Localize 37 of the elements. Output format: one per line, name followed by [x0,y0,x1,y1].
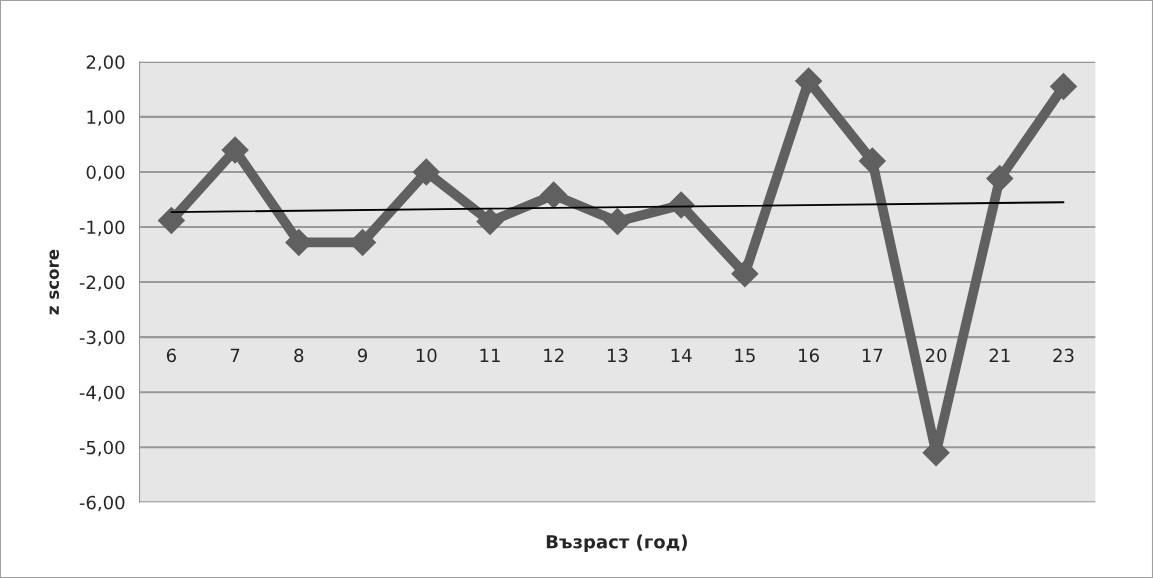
x-tick-label: 9 [357,348,368,363]
point [539,181,568,209]
x-tick-label: 10 [416,348,437,363]
x-tick-label: 23 [1053,348,1074,363]
point [986,164,1014,193]
x-tick-label: 21 [989,348,1010,362]
y-tick-label: -6,00 [79,495,125,512]
point [476,207,504,236]
point [412,158,441,186]
y-tick-label: 1,00 [87,110,125,126]
y-tick-label: -1,00 [79,220,125,236]
y-tick-label: -5,00 [79,440,125,457]
x-tick-label: 16 [799,348,819,363]
x-tick-label: 6 [166,348,176,363]
point [1049,72,1078,101]
y-tick-label: 2,00 [86,55,125,71]
x-axis-title: Възраст (год) [546,534,687,553]
x-tick-label: 14 [671,348,692,362]
x-tick-label: 7 [230,348,240,362]
y-tick-label: 0,00 [86,165,125,181]
y-axis-title: z score [49,249,60,315]
x-tick-label: 20 [925,348,947,363]
point [731,260,759,288]
x-tick-label: 13 [607,348,628,363]
y-tick-label: -2,00 [79,275,125,292]
point [603,207,632,236]
point [157,206,186,235]
point [794,67,823,95]
y-tick-label: -3,00 [79,330,125,347]
point [221,136,249,164]
y-tick-label: -4,00 [79,385,125,402]
point [858,147,887,175]
x-tick-label: 11 [480,348,500,362]
x-tick-label: 17 [862,348,883,362]
x-tick-label: 15 [735,348,755,363]
x-tick-label: 8 [294,348,304,363]
x-tick-label: 12 [544,348,564,362]
